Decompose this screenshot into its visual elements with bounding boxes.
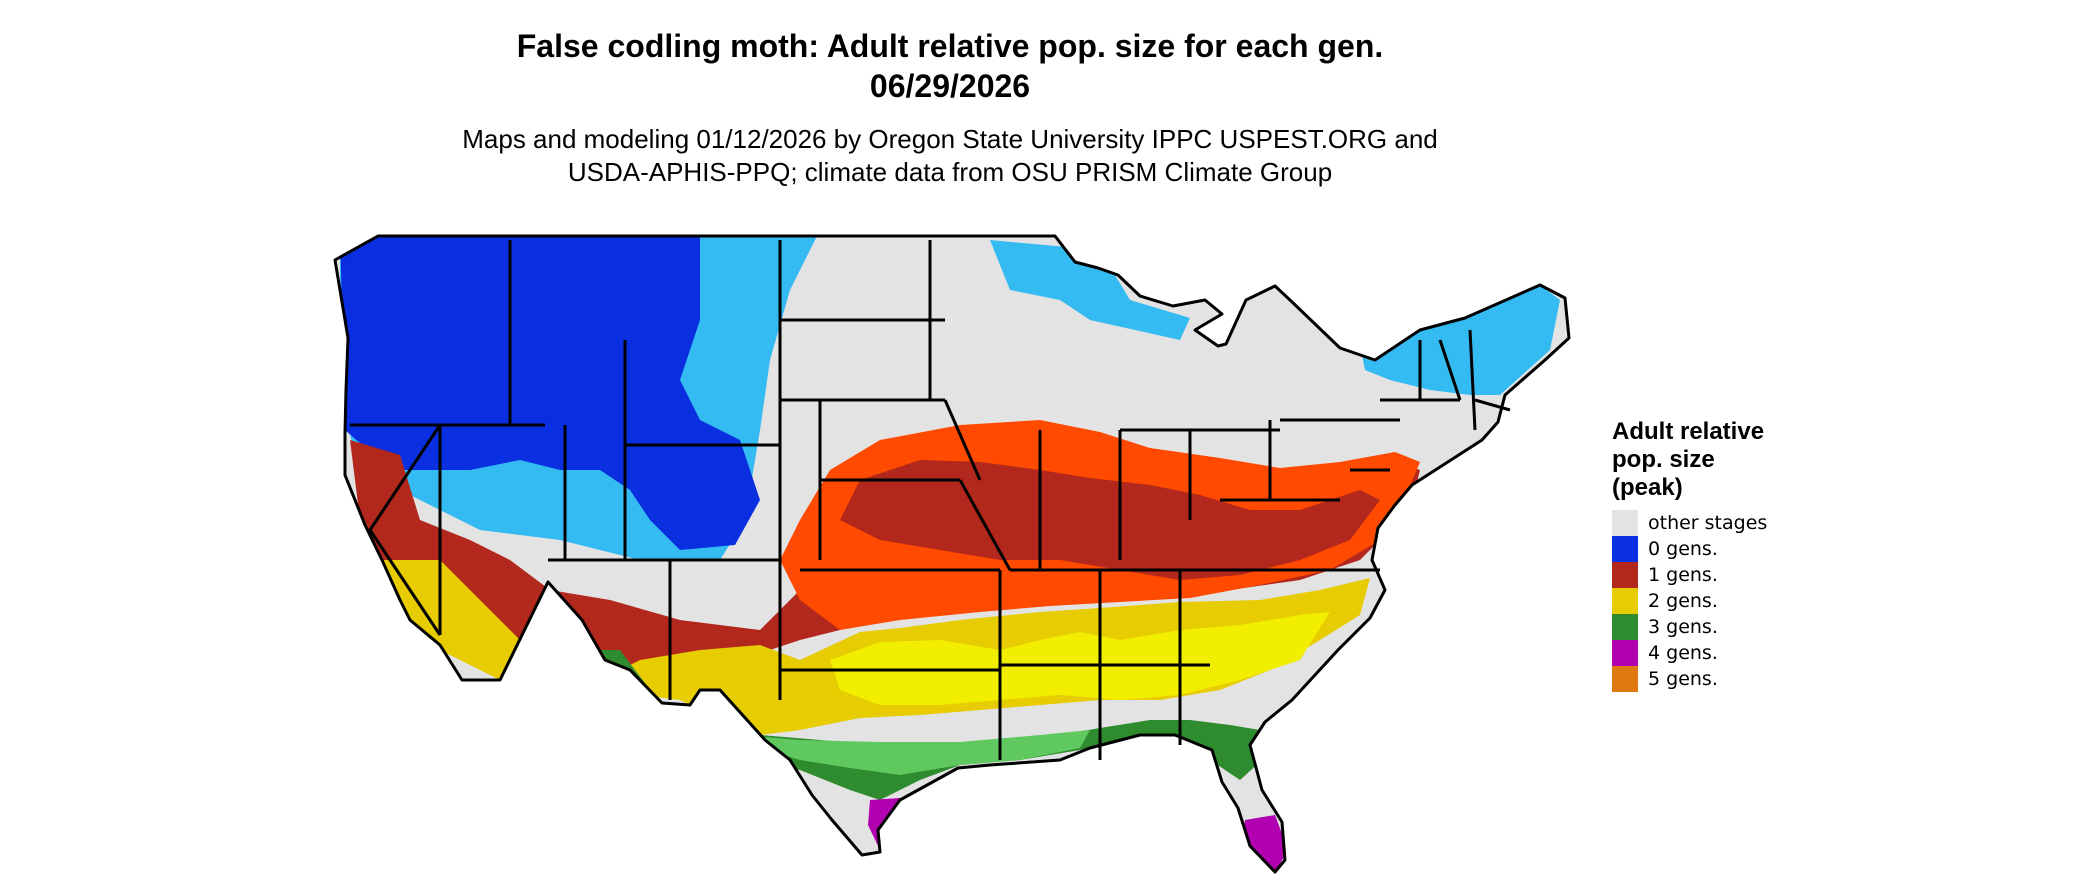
legend-items: other stages 0 gens. 1 gens. 2 gens. 3 gens.… [1612,510,1872,692]
legend-title-line-3: (peak) [1612,474,1683,501]
legend-item: 0 gens. [1612,536,1872,562]
legend-swatch [1612,562,1638,588]
legend-label: 4 gens. [1648,642,1718,664]
legend-label: other stages [1648,512,1768,534]
legend-label: 0 gens. [1648,538,1718,560]
legend-item: 1 gens. [1612,562,1872,588]
zone-light-blue-new-england [1360,285,1560,395]
state-borders [333,234,1571,874]
generation-zones [335,236,1569,882]
zone-3-gens-light [740,730,1090,775]
legend-label: 5 gens. [1648,668,1718,690]
map-credit-line-2: USDA-APHIS-PPQ; climate data from OSU PR… [567,157,1333,187]
map-credit-line-1: Maps and modeling 01/12/2026 by Oregon S… [462,124,1438,154]
legend-label: 2 gens. [1648,590,1718,612]
legend-label: 1 gens. [1648,564,1718,586]
legend-title: Adult relative pop. size (peak) [1612,418,1872,502]
legend-swatch [1612,588,1638,614]
legend-item: other stages [1612,510,1872,536]
central-state-lines [778,240,1100,760]
legend-label: 3 gens. [1648,616,1718,638]
legend-swatch [1612,536,1638,562]
legend-swatch [1612,640,1638,666]
zone-0-gens [340,236,760,550]
zone-light-blue-great-lakes [990,240,1190,340]
legend-title-line-2: pop. size [1612,446,1715,473]
legend-swatch [1612,614,1638,640]
legend-swatch [1612,510,1638,536]
northeast-state-lines [1380,329,1511,431]
zone-2-gens-bright [830,612,1330,705]
us-outline [333,234,1571,874]
eastern-state-lines [1010,418,1400,760]
legend-item: 2 gens. [1612,588,1872,614]
map-date: 06/29/2026 [869,68,1031,104]
legend: Adult relative pop. size (peak) other st… [1612,418,1872,692]
legend-item: 4 gens. [1612,640,1872,666]
zone-4-gens [868,798,1288,872]
legend-item: 5 gens. [1612,666,1872,692]
zone-5-gens [1252,872,1275,882]
legend-item: 3 gens. [1612,614,1872,640]
legend-swatch [1612,666,1638,692]
map-title: False codling moth: Adult relative pop. … [516,28,1384,64]
legend-title-line-1: Adult relative [1612,418,1765,445]
zone-1-gens-core [840,460,1380,580]
